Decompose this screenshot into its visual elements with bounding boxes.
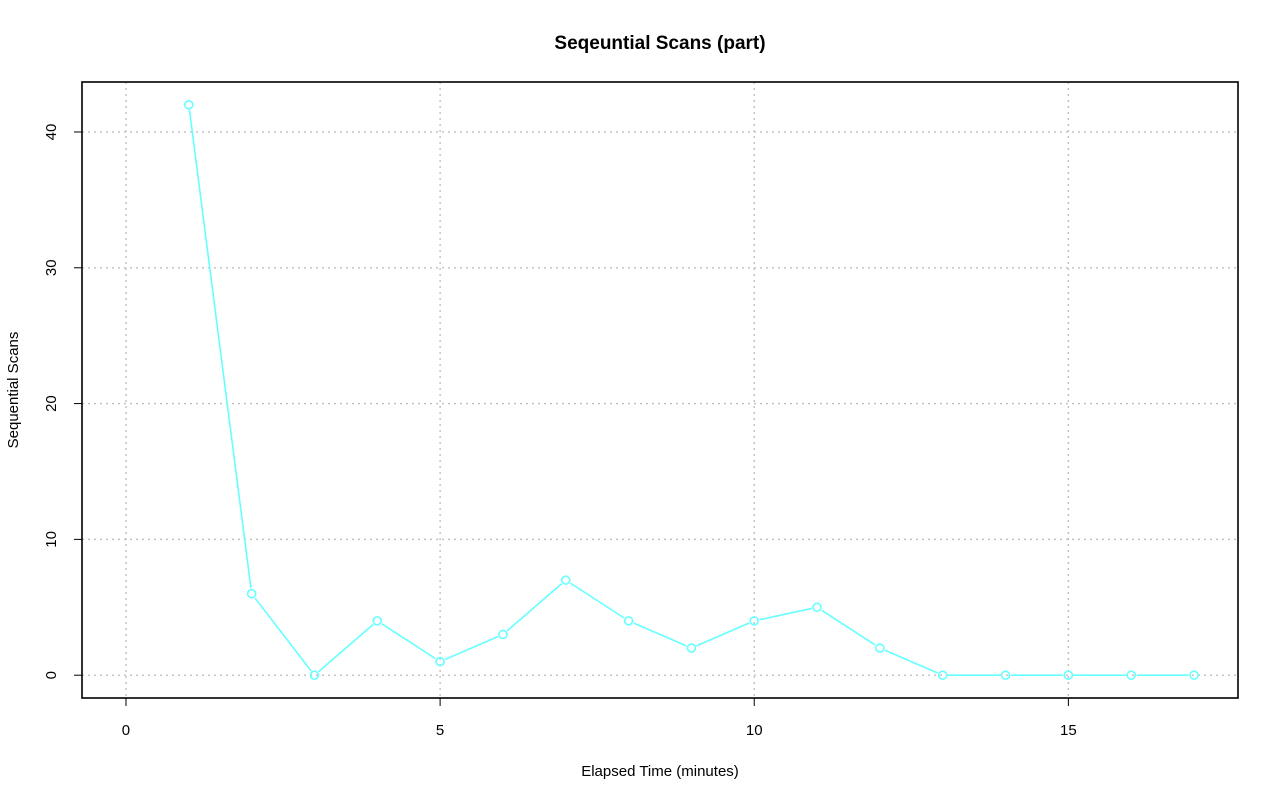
- series-segment: [318, 623, 374, 673]
- series-segment: [188, 110, 252, 589]
- y-axis: 0 10 20 30 40: [43, 124, 83, 679]
- data-point: [309, 670, 320, 680]
- data-point: [498, 629, 508, 640]
- data-point: [749, 616, 760, 626]
- series-segment: [759, 607, 812, 621]
- data-point: [623, 616, 634, 626]
- series-segment: [821, 609, 876, 646]
- x-axis: 0 5 10 15: [122, 697, 1077, 739]
- plot-frame: [81, 81, 1239, 699]
- series-segment: [444, 635, 499, 661]
- grid: [82, 82, 1238, 698]
- series-layer: [184, 100, 1199, 680]
- data-point: [435, 656, 445, 667]
- data-point: [560, 575, 571, 585]
- y-tick-label: 30: [43, 259, 60, 276]
- series-segment: [696, 622, 750, 647]
- data-point: [372, 616, 383, 626]
- data-point: [184, 100, 194, 110]
- x-tick-label: 0: [122, 722, 130, 739]
- x-axis-label: Elapsed Time (minutes): [581, 763, 739, 780]
- data-point: [812, 602, 822, 613]
- y-axis-label: Sequential Scans: [5, 332, 22, 449]
- data-point: [937, 670, 948, 680]
- x-tick-label: 10: [746, 722, 763, 739]
- y-tick-label: 0: [43, 671, 60, 679]
- series-segment: [506, 583, 563, 632]
- data-point: [875, 643, 885, 653]
- chart-title: Seqeuntial Scans (part): [554, 33, 765, 54]
- data-point: [686, 643, 697, 653]
- y-tick-label: 20: [43, 395, 60, 412]
- series-segment: [569, 582, 625, 619]
- data-point: [1063, 670, 1074, 680]
- y-tick-label: 40: [43, 124, 60, 141]
- series-segment: [254, 597, 312, 672]
- data-point: [1189, 670, 1199, 680]
- data-point: [1126, 670, 1136, 680]
- x-tick-label: 5: [436, 722, 444, 739]
- series-segment: [633, 622, 687, 647]
- series-segment: [381, 623, 436, 660]
- y-tick-label: 10: [43, 531, 60, 548]
- x-tick-label: 15: [1060, 722, 1077, 739]
- data-point: [246, 588, 257, 599]
- data-point: [1000, 670, 1011, 680]
- series-segment: [884, 649, 938, 674]
